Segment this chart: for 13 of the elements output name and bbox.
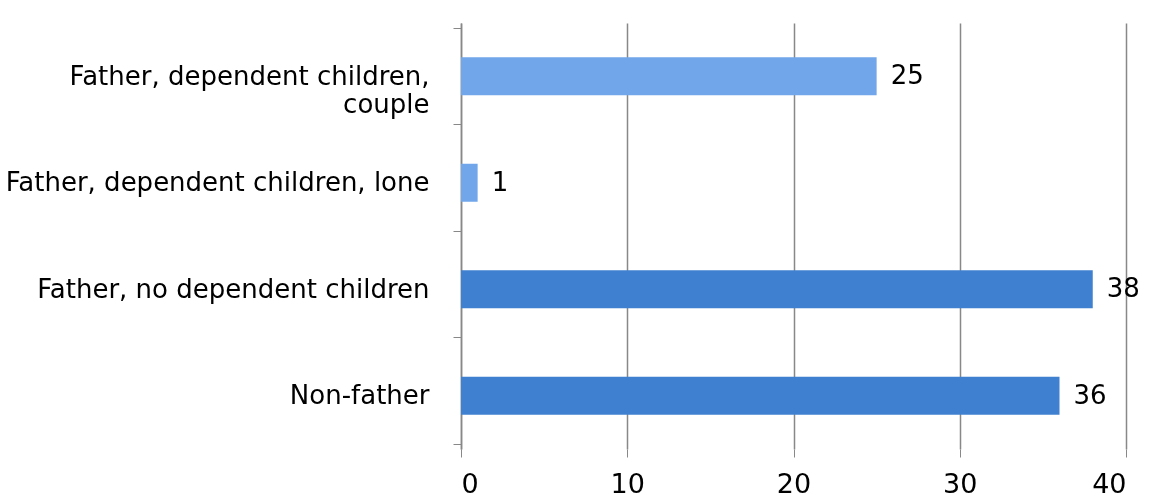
data-label: 38 <box>1106 273 1140 304</box>
x-tick-label: 30 <box>943 467 978 499</box>
y-tick-label: Father, dependent children, couple <box>69 60 430 119</box>
x-tick-label: 0 <box>461 467 479 499</box>
data-label: 1 <box>491 166 509 197</box>
y-tick-label: Non-father <box>289 380 430 411</box>
data-label: 25 <box>890 60 924 91</box>
x-tick-label: 40 <box>1092 467 1127 499</box>
x-tick-label: 20 <box>776 467 812 499</box>
data-label: 36 <box>1073 379 1107 410</box>
x-tick-label: 10 <box>610 467 645 499</box>
y-tick-label: Father, dependent children, lone <box>5 167 430 198</box>
y-tick-label: Father, no dependent children <box>37 273 430 304</box>
